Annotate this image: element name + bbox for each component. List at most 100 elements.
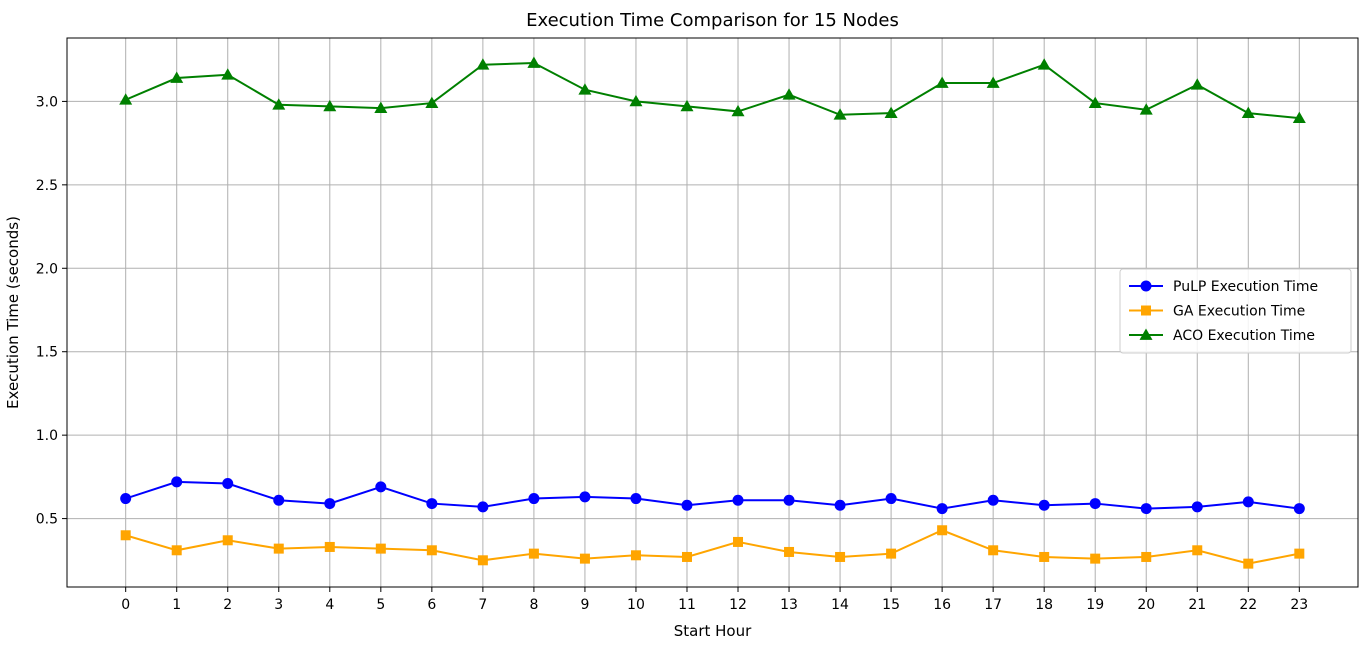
data-point-aco	[119, 93, 133, 105]
x-tick-label: 14	[831, 597, 849, 613]
y-axis-label: Execution Time (seconds)	[4, 216, 22, 409]
series-pulp	[120, 476, 1305, 515]
x-tick-label: 23	[1290, 597, 1308, 613]
data-point-aco	[1139, 103, 1153, 115]
data-point-ga	[886, 548, 897, 559]
data-point-pulp	[324, 498, 336, 510]
x-tick-label: 10	[627, 597, 645, 613]
data-point-pulp	[375, 481, 387, 493]
x-tick-label: 13	[780, 597, 798, 613]
data-point-aco	[1292, 111, 1306, 123]
data-point-aco	[1088, 96, 1102, 108]
data-point-ga	[1090, 553, 1101, 564]
data-point-pulp	[885, 493, 897, 505]
series-line-pulp	[125, 480, 1300, 510]
data-point-pulp	[834, 499, 846, 511]
data-point-pulp	[1293, 503, 1305, 515]
legend-item-pulp: PuLP Execution Time	[1129, 279, 1318, 295]
x-tick-label: 15	[882, 597, 900, 613]
legend-box	[1119, 268, 1352, 354]
series-line-aco	[125, 62, 1300, 120]
data-point-pulp	[1191, 501, 1203, 513]
series-ga	[120, 525, 1305, 569]
data-point-ga	[1192, 545, 1203, 556]
data-point-ga	[988, 545, 999, 556]
data-point-aco	[833, 108, 847, 120]
data-point-pulp	[528, 493, 540, 505]
data-point-pulp	[1242, 496, 1254, 508]
x-axis-label: Start Hour	[674, 622, 752, 640]
data-point-pulp	[732, 494, 744, 506]
data-point-pulp	[222, 478, 234, 490]
data-point-ga	[579, 553, 590, 564]
data-point-ga	[426, 545, 437, 556]
data-point-aco	[1037, 58, 1051, 70]
legend-marker	[1141, 305, 1151, 316]
data-point-aco	[1241, 106, 1255, 118]
data-point-ga	[528, 548, 539, 559]
y-tick-label: 2.5	[36, 178, 58, 194]
x-tick-label: 16	[933, 597, 951, 613]
x-tick-label: 7	[478, 597, 487, 613]
data-point-ga	[477, 555, 488, 566]
data-point-aco	[680, 99, 694, 112]
x-tick-label: 3	[274, 597, 283, 613]
x-tick-label: 11	[678, 597, 696, 613]
x-tick-label: 21	[1188, 597, 1206, 613]
legend-item-ga: GA Execution Time	[1129, 304, 1305, 320]
x-tick-label: 0	[121, 597, 130, 613]
x-axis: 0 1 2 3 4 5 6 7 8 9 10 11 12 13 14 15 16 17 18 19 20 21 22 23	[121, 587, 1308, 613]
data-point-aco	[731, 104, 745, 117]
data-point-ga	[1141, 551, 1152, 562]
series-aco	[119, 56, 1306, 123]
plot-frame	[66, 37, 1359, 588]
x-tick-label: 17	[984, 597, 1002, 613]
legend-label: GA Execution Time	[1173, 304, 1305, 320]
data-point-ga	[733, 536, 744, 547]
data-point-aco	[374, 101, 388, 113]
data-point-aco	[221, 68, 235, 80]
data-point-ga	[1243, 558, 1254, 569]
data-point-ga	[835, 551, 846, 562]
x-tick-label: 20	[1137, 597, 1155, 613]
data-point-aco	[578, 83, 592, 95]
data-point-aco	[884, 106, 898, 118]
x-tick-label: 5	[376, 597, 385, 613]
data-point-pulp	[120, 493, 132, 505]
data-point-pulp	[171, 476, 183, 488]
x-tick-label: 8	[529, 597, 538, 613]
x-tick-label: 18	[1035, 597, 1053, 613]
data-point-aco	[323, 99, 337, 112]
data-point-pulp	[1140, 503, 1152, 515]
data-point-pulp	[579, 491, 591, 503]
series-layer	[119, 56, 1306, 569]
data-point-aco	[629, 94, 643, 107]
x-tick-label: 19	[1086, 597, 1104, 613]
legend-marker	[1140, 280, 1152, 292]
data-point-pulp	[477, 501, 489, 513]
data-point-aco	[476, 58, 490, 70]
data-point-ga	[1039, 551, 1050, 562]
data-point-pulp	[987, 494, 999, 506]
legend: PuLP Execution Time GA Execution Time ACO …	[1119, 268, 1352, 354]
legend-item-aco: ACO Execution Time	[1129, 328, 1315, 344]
data-point-ga	[937, 525, 948, 536]
data-point-aco	[527, 56, 541, 68]
data-point-pulp	[426, 498, 438, 510]
data-point-pulp	[273, 494, 285, 506]
y-axis: 0.5 1.0 1.5 2.0 2.5 3.0	[36, 94, 67, 528]
data-point-aco	[986, 76, 1000, 88]
data-point-aco	[782, 88, 796, 100]
data-point-aco	[1190, 78, 1204, 90]
y-tick-label: 0.5	[36, 512, 58, 528]
x-tick-label: 22	[1239, 597, 1257, 613]
chart-title: Execution Time Comparison for 15 Nodes	[526, 10, 899, 31]
data-point-pulp	[630, 493, 642, 505]
x-tick-label: 9	[580, 597, 589, 613]
data-point-ga	[1294, 548, 1305, 559]
data-point-pulp	[1038, 499, 1050, 511]
y-tick-label: 1.0	[36, 428, 58, 444]
data-point-ga	[222, 535, 233, 546]
legend-marker	[1139, 328, 1153, 340]
